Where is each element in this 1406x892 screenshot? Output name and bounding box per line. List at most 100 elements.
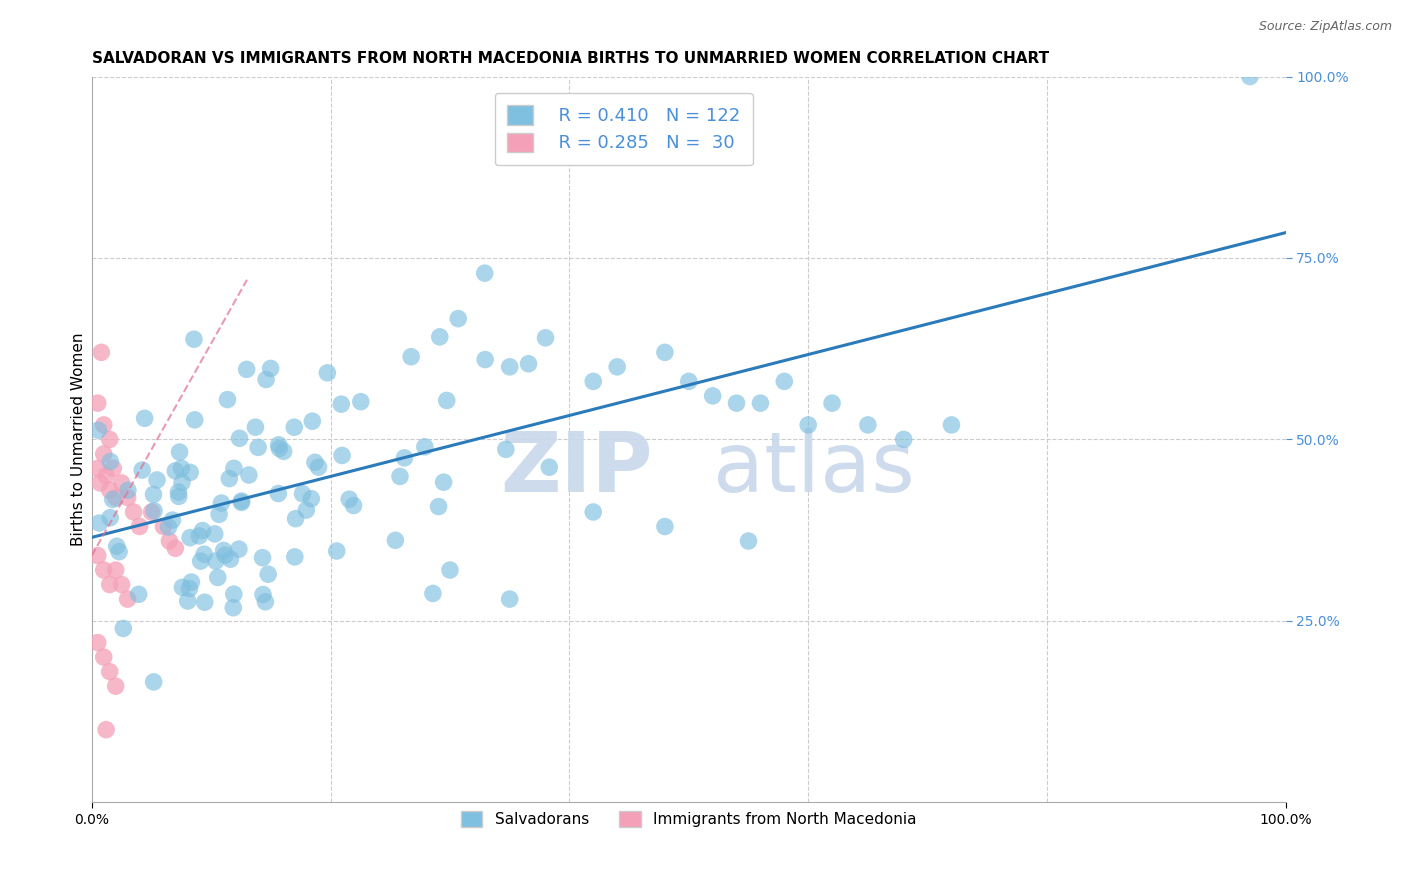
Point <box>582 505 605 519</box>
Point <box>157 534 180 549</box>
Point <box>93 563 115 577</box>
Point <box>183 413 205 427</box>
Point <box>821 396 844 410</box>
Point <box>208 508 231 522</box>
Point <box>301 414 323 428</box>
Point <box>394 450 416 465</box>
Point <box>257 567 280 582</box>
Point <box>191 524 214 538</box>
Point <box>342 499 364 513</box>
Point <box>98 665 121 679</box>
Point <box>252 550 274 565</box>
Point <box>179 531 201 545</box>
Point <box>941 417 963 432</box>
Point <box>162 513 184 527</box>
Point <box>142 674 165 689</box>
Point <box>169 445 191 459</box>
Point <box>193 547 215 561</box>
Point <box>165 541 187 556</box>
Y-axis label: Births to Unmarried Women: Births to Unmarried Women <box>72 333 86 546</box>
Point <box>87 635 110 649</box>
Point <box>856 417 879 432</box>
Point <box>105 539 128 553</box>
Point <box>228 431 250 445</box>
Point <box>217 392 239 407</box>
Point <box>654 345 676 359</box>
Point <box>98 577 121 591</box>
Point <box>165 464 187 478</box>
Point <box>384 533 406 548</box>
Point <box>93 447 115 461</box>
Point <box>212 543 235 558</box>
Point <box>214 548 236 562</box>
Point <box>146 473 169 487</box>
Point <box>89 475 111 490</box>
Point <box>252 588 274 602</box>
Point <box>737 534 759 549</box>
Point <box>112 622 135 636</box>
Point <box>231 495 253 509</box>
Point <box>128 519 150 533</box>
Point <box>141 505 163 519</box>
Point <box>606 359 628 374</box>
Point <box>231 494 253 508</box>
Point <box>111 577 134 591</box>
Point <box>350 394 373 409</box>
Point <box>122 505 145 519</box>
Point <box>1239 70 1261 84</box>
Point <box>94 723 117 737</box>
Point <box>269 442 291 456</box>
Point <box>702 389 724 403</box>
Point <box>316 366 339 380</box>
Point <box>267 438 290 452</box>
Text: Source: ZipAtlas.com: Source: ZipAtlas.com <box>1258 20 1392 33</box>
Point <box>326 544 349 558</box>
Legend: Salvadorans, Immigrants from North Macedonia: Salvadorans, Immigrants from North Maced… <box>453 804 924 835</box>
Point <box>330 397 353 411</box>
Point <box>204 527 226 541</box>
Point <box>117 491 139 505</box>
Point <box>179 582 201 596</box>
Point <box>238 468 260 483</box>
Text: SALVADORAN VS IMMIGRANTS FROM NORTH MACEDONIA BIRTHS TO UNMARRIED WOMEN CORRELAT: SALVADORAN VS IMMIGRANTS FROM NORTH MACE… <box>91 51 1049 66</box>
Point <box>94 468 117 483</box>
Point <box>474 352 496 367</box>
Point <box>170 461 193 475</box>
Point <box>304 455 326 469</box>
Point <box>108 544 131 558</box>
Point <box>222 461 245 475</box>
Point <box>259 361 281 376</box>
Point <box>534 331 557 345</box>
Point <box>222 600 245 615</box>
Point <box>152 519 174 533</box>
Point <box>128 587 150 601</box>
Point <box>194 595 217 609</box>
Point <box>172 580 194 594</box>
Text: ZIP: ZIP <box>501 428 652 509</box>
Point <box>89 516 111 530</box>
Point <box>157 520 180 534</box>
Point <box>436 393 458 408</box>
Point <box>134 411 156 425</box>
Point <box>517 357 540 371</box>
Point <box>429 330 451 344</box>
Point <box>117 592 139 607</box>
Point <box>427 500 450 514</box>
Point <box>111 475 134 490</box>
Point <box>337 492 360 507</box>
Point <box>284 549 307 564</box>
Point <box>228 542 250 557</box>
Point <box>499 359 522 374</box>
Point <box>167 485 190 500</box>
Point <box>103 461 125 475</box>
Point <box>87 461 110 475</box>
Point <box>245 420 267 434</box>
Point <box>499 592 522 607</box>
Point <box>218 472 240 486</box>
Point <box>495 442 517 457</box>
Point <box>188 529 211 543</box>
Point <box>222 587 245 601</box>
Point <box>211 496 233 510</box>
Point <box>142 487 165 501</box>
Point <box>291 486 314 500</box>
